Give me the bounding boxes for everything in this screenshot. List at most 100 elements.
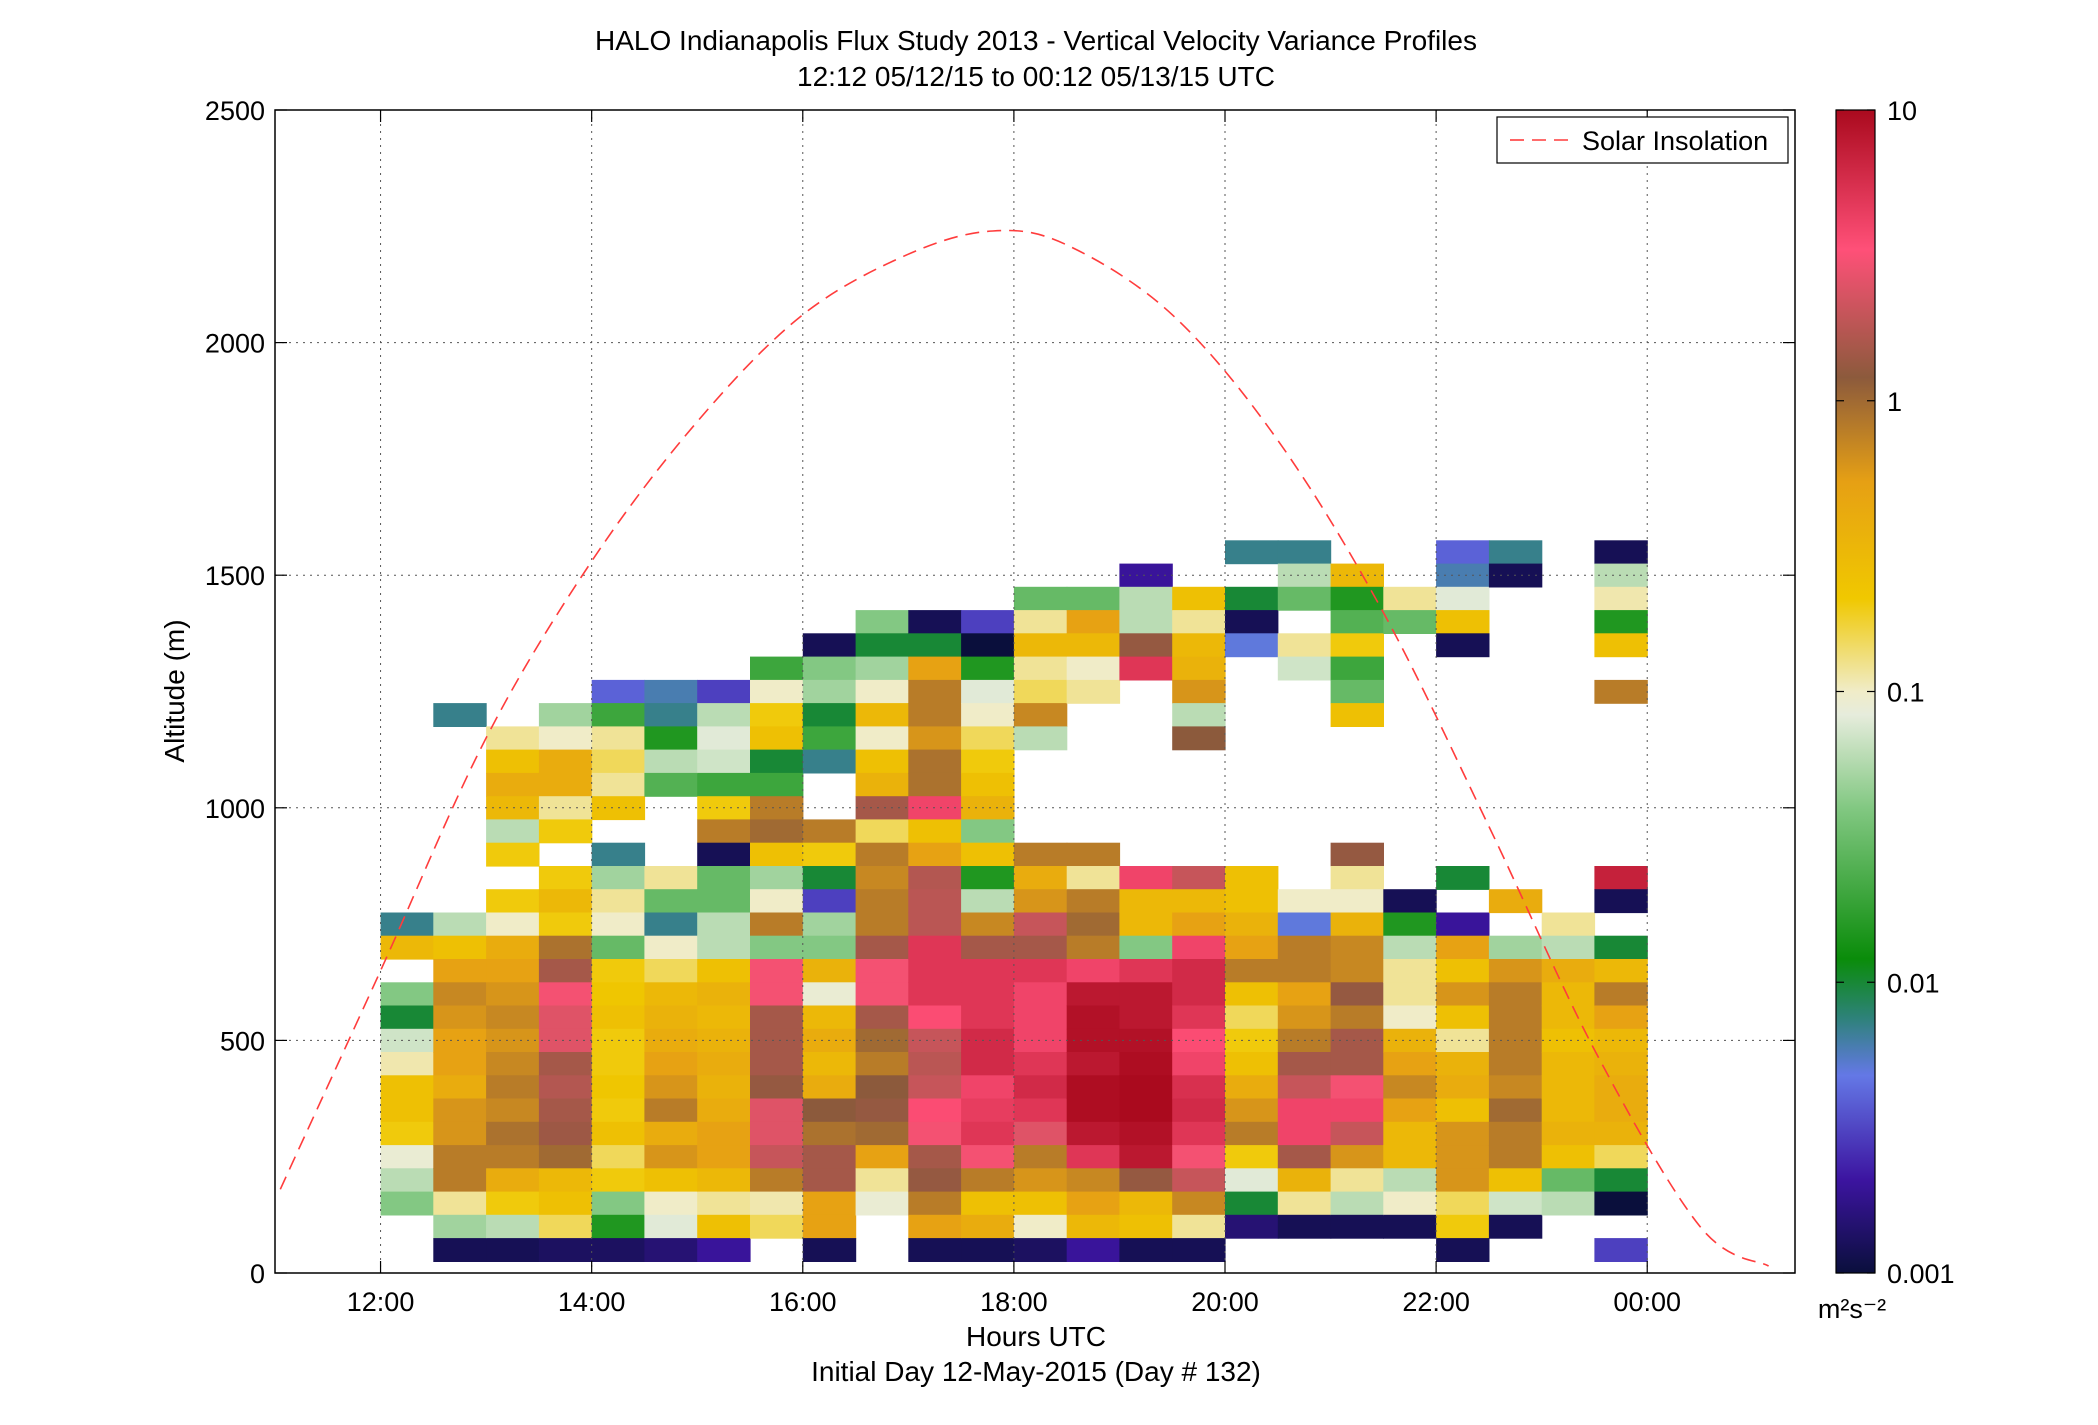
- heatmap-cell: [1330, 959, 1384, 983]
- heatmap-cell: [1330, 703, 1384, 727]
- heatmap-cell: [802, 703, 857, 727]
- heatmap-cell: [697, 679, 751, 704]
- heatmap-cell: [1488, 1121, 1543, 1146]
- heatmap-cell: [1330, 1145, 1384, 1169]
- heatmap-cell: [908, 982, 962, 1007]
- x-tick-label: 12:00: [347, 1287, 415, 1317]
- heatmap-cell: [802, 726, 857, 751]
- heatmap-cell: [802, 1052, 857, 1076]
- heatmap-cell: [380, 1028, 434, 1053]
- heatmap-cell: [486, 842, 540, 867]
- heatmap-cell: [1172, 703, 1226, 727]
- heatmap-cell: [1066, 1214, 1121, 1239]
- heatmap-cell: [697, 1145, 751, 1169]
- legend: Solar Insolation: [1496, 116, 1789, 164]
- heatmap-cell: [1436, 912, 1490, 937]
- heatmap-cell: [1383, 1052, 1437, 1076]
- heatmap-cell: [644, 935, 698, 960]
- heatmap-cell: [644, 1145, 698, 1169]
- heatmap-cell: [961, 912, 1015, 937]
- heatmap-cell: [908, 749, 962, 774]
- heatmap-cell: [1488, 1098, 1543, 1123]
- heatmap-cell: [1330, 935, 1384, 960]
- heatmap-cell: [855, 959, 909, 983]
- heatmap-cell: [697, 959, 751, 983]
- heatmap-cell: [750, 749, 804, 774]
- heatmap-cell: [750, 1005, 804, 1030]
- heatmap-cell: [1225, 633, 1279, 658]
- heatmap-cell: [961, 656, 1015, 681]
- heatmap-cell: [1436, 586, 1490, 611]
- x-tick-label: 18:00: [980, 1287, 1048, 1317]
- heatmap-cell: [591, 749, 646, 774]
- colorbar-unit: m²s⁻²: [1818, 1294, 1886, 1324]
- heatmap-cell: [433, 1052, 487, 1076]
- heatmap-cell: [433, 1028, 487, 1053]
- heatmap-cell: [855, 610, 909, 634]
- heatmap-cell: [1225, 1098, 1279, 1123]
- heatmap-cell: [961, 1238, 1015, 1262]
- heatmap-cell: [538, 935, 593, 960]
- heatmap-cell: [1383, 586, 1437, 611]
- heatmap-cell: [1541, 1191, 1596, 1216]
- heatmap-cell: [1013, 1075, 1068, 1100]
- heatmap-cell: [1013, 1168, 1068, 1193]
- heatmap-cell: [486, 796, 540, 821]
- heatmap-cell: [1330, 610, 1384, 634]
- heatmap-cell: [1119, 1028, 1173, 1053]
- heatmap-cell: [908, 1052, 962, 1076]
- heatmap-cell: [802, 1214, 857, 1239]
- heatmap-cell: [380, 1075, 434, 1100]
- heatmap-cell: [1594, 935, 1648, 960]
- heatmap-cell: [486, 1005, 540, 1030]
- heatmap-cell: [1013, 866, 1068, 890]
- heatmap-cell: [486, 772, 540, 797]
- heatmap-cell: [1330, 586, 1384, 611]
- heatmap-cell: [855, 1121, 909, 1146]
- heatmap-cell: [750, 1028, 804, 1053]
- heatmap-cell: [591, 703, 646, 727]
- heatmap-cell: [1436, 563, 1490, 588]
- heatmap-cell: [802, 889, 857, 914]
- heatmap-cell: [802, 959, 857, 983]
- heatmap-cell: [1225, 1191, 1279, 1216]
- heatmap-cell: [1383, 610, 1437, 634]
- heatmap-cell: [750, 796, 804, 821]
- colorbar-tick-label: 10: [1887, 96, 1917, 126]
- heatmap-cell: [802, 1121, 857, 1146]
- heatmap-cell: [1594, 1098, 1648, 1123]
- heatmap-cell: [1330, 1168, 1384, 1193]
- heatmap-cell: [802, 1098, 857, 1123]
- heatmap-cell: [380, 1121, 434, 1146]
- heatmap-cell: [538, 889, 593, 914]
- heatmap-cell: [802, 679, 857, 704]
- colorbar-tick-label: 0.001: [1887, 1259, 1955, 1289]
- heatmap-cell: [1436, 633, 1490, 658]
- heatmap-cell: [750, 1121, 804, 1146]
- heatmap-cell: [855, 982, 909, 1007]
- heatmap-cell: [1225, 1214, 1279, 1239]
- heatmap-cell: [961, 679, 1015, 704]
- heatmap-cell: [1225, 1075, 1279, 1100]
- heatmap-cell: [486, 1052, 540, 1076]
- grid-lines: [275, 110, 1795, 1273]
- heatmap-cell: [538, 819, 593, 844]
- heatmap-cell: [1013, 656, 1068, 681]
- heatmap-cell: [1119, 959, 1173, 983]
- heatmap-cell: [908, 866, 962, 890]
- heatmap-cell: [644, 703, 698, 727]
- heatmap-cell: [961, 842, 1015, 867]
- heatmap-cell: [1330, 889, 1384, 914]
- heatmap-cell: [750, 1098, 804, 1123]
- heatmap-cell: [908, 610, 962, 634]
- heatmap-cell: [591, 866, 646, 890]
- heatmap-cell: [1225, 610, 1279, 634]
- x-axis-label: Hours UTC: [966, 1321, 1106, 1352]
- heatmap-cell: [1066, 633, 1121, 658]
- heatmap-cell: [538, 866, 593, 890]
- heatmap-cell: [1013, 633, 1068, 658]
- heatmap-cell: [644, 1214, 698, 1239]
- heatmap-cell: [433, 1075, 487, 1100]
- heatmap-cell: [1541, 1121, 1596, 1146]
- heatmap-cell: [380, 1168, 434, 1193]
